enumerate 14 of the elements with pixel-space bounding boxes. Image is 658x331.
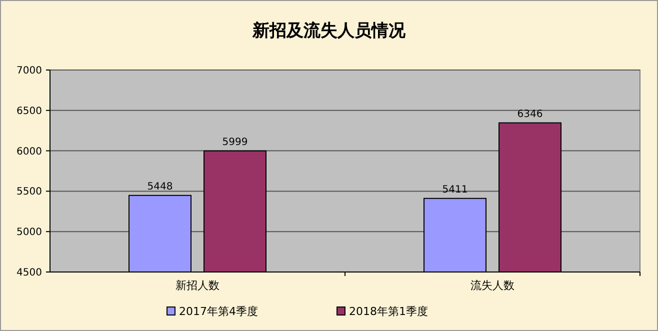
y-tick-label: 6500	[16, 106, 42, 117]
y-tick-label: 6000	[16, 146, 42, 158]
y-tick-label: 4500	[16, 268, 42, 278]
y-tick-label: 5500	[16, 186, 42, 198]
y-tick-label: 5000	[16, 227, 42, 238]
data-label: 5999	[222, 136, 248, 148]
data-label: 5448	[147, 181, 173, 192]
legend-label: 2017年第4季度	[179, 305, 258, 318]
x-tick-label: 流失人数	[470, 279, 514, 292]
y-tick-label: 7000	[16, 66, 42, 76]
legend-label: 2018年第1季度	[349, 305, 428, 318]
x-tick-label: 新招人数	[176, 279, 220, 292]
chart-title: 新招及流失人员情况	[252, 21, 406, 41]
data-label: 6346	[517, 108, 543, 120]
